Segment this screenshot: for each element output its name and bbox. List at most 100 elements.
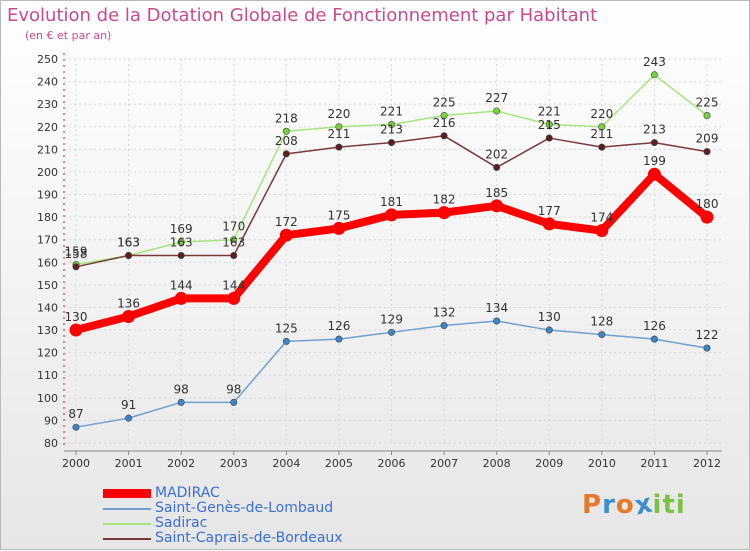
- data-label: 163: [170, 236, 193, 250]
- data-point: [279, 228, 293, 242]
- data-label: 180: [696, 197, 719, 211]
- logo-letter: r: [602, 490, 616, 520]
- data-label: 132: [433, 306, 456, 320]
- data-label: 172: [275, 215, 298, 229]
- data-label: 213: [380, 123, 403, 137]
- data-label: 211: [327, 127, 350, 141]
- y-tick-label: 80: [44, 437, 58, 450]
- data-point: [385, 208, 398, 222]
- data-point: [335, 335, 343, 343]
- data-point: [125, 252, 133, 260]
- data-point: [282, 337, 290, 345]
- legend: MADIRAC Saint-Genès-de-Lombaud Sadirac Sain…: [103, 486, 343, 546]
- legend-item: Saint-Genès-de-Lombaud: [103, 501, 343, 516]
- data-label: 215: [538, 118, 561, 132]
- data-point: [598, 143, 606, 151]
- data-label: 218: [275, 111, 298, 125]
- data-point: [387, 139, 395, 147]
- legend-item: MADIRAC: [103, 486, 343, 501]
- data-label: 211: [590, 127, 613, 141]
- x-tick-label: 2008: [483, 457, 511, 470]
- data-point: [335, 143, 343, 151]
- y-tick-label: 110: [37, 369, 58, 382]
- data-label: 87: [68, 407, 83, 421]
- data-point: [650, 139, 658, 147]
- data-label: 174: [590, 211, 613, 225]
- data-point: [282, 127, 290, 135]
- y-tick-label: 90: [44, 414, 58, 427]
- y-tick-label: 140: [37, 301, 58, 314]
- data-label: 220: [590, 107, 613, 121]
- legend-item: Saint-Caprais-de-Bordeaux: [103, 531, 343, 546]
- x-tick-label: 2011: [640, 457, 668, 470]
- y-tick-label: 160: [37, 256, 58, 269]
- data-label: 126: [643, 319, 666, 333]
- data-label: 129: [380, 312, 403, 326]
- data-label: 202: [485, 147, 508, 161]
- data-label: 170: [222, 220, 245, 234]
- x-tick-label: 2000: [62, 457, 90, 470]
- legend-item: Sadirac: [103, 516, 343, 531]
- data-label: 227: [485, 91, 508, 105]
- logo-letter: o: [615, 490, 635, 520]
- data-point: [440, 322, 448, 330]
- data-label: 144: [170, 278, 193, 292]
- y-tick-label: 130: [37, 324, 58, 337]
- legend-label: MADIRAC: [155, 485, 220, 501]
- data-point: [230, 398, 238, 406]
- data-point: [493, 317, 501, 325]
- y-tick-label: 250: [37, 53, 58, 66]
- data-label: 125: [275, 321, 298, 335]
- data-point: [177, 252, 185, 260]
- data-point: [700, 210, 714, 224]
- x-tick-label: 2004: [272, 457, 300, 470]
- data-label: 169: [170, 222, 193, 236]
- data-label: 163: [117, 236, 140, 250]
- x-tick-label: 2007: [430, 457, 458, 470]
- data-point: [282, 150, 290, 158]
- data-point: [542, 217, 556, 231]
- y-tick-label: 210: [37, 143, 58, 156]
- y-tick-label: 190: [37, 189, 58, 202]
- x-tick-label: 2012: [693, 457, 721, 470]
- data-point: [595, 224, 609, 238]
- data-point: [703, 148, 711, 156]
- data-point: [332, 221, 346, 235]
- y-tick-label: 150: [37, 279, 58, 292]
- x-tick-label: 2006: [378, 457, 406, 470]
- y-tick-label: 180: [37, 211, 58, 224]
- data-point: [647, 167, 661, 181]
- data-point: [174, 291, 188, 305]
- chart-subtitle: (en € et par an): [25, 29, 112, 42]
- legend-label: Saint-Caprais-de-Bordeaux: [155, 530, 343, 546]
- data-point: [650, 335, 658, 343]
- legend-swatch: [103, 537, 151, 540]
- logo-letter: i: [652, 490, 663, 520]
- data-label: 181: [380, 195, 403, 209]
- data-point: [177, 238, 185, 246]
- data-label: 185: [485, 186, 508, 200]
- data-point: [493, 163, 501, 171]
- x-tick-label: 2009: [535, 457, 563, 470]
- data-point: [598, 123, 606, 131]
- data-point: [69, 323, 83, 337]
- data-label: 98: [226, 382, 241, 396]
- x-tick-label: 2003: [220, 457, 248, 470]
- data-label: 122: [696, 328, 719, 342]
- logo-letter: t: [662, 490, 676, 520]
- logo-letter: P: [582, 490, 603, 520]
- data-label: 199: [643, 154, 666, 168]
- data-label: 220: [327, 107, 350, 121]
- data-point: [230, 252, 238, 260]
- data-point: [72, 423, 80, 431]
- data-point: [230, 236, 238, 244]
- data-point: [122, 310, 136, 324]
- legend-label: Sadirac: [155, 515, 208, 531]
- x-tick-label: 2001: [115, 457, 143, 470]
- y-tick-label: 230: [37, 98, 58, 111]
- data-point: [703, 111, 711, 119]
- y-tick-label: 120: [37, 347, 58, 360]
- data-label: 208: [275, 134, 298, 148]
